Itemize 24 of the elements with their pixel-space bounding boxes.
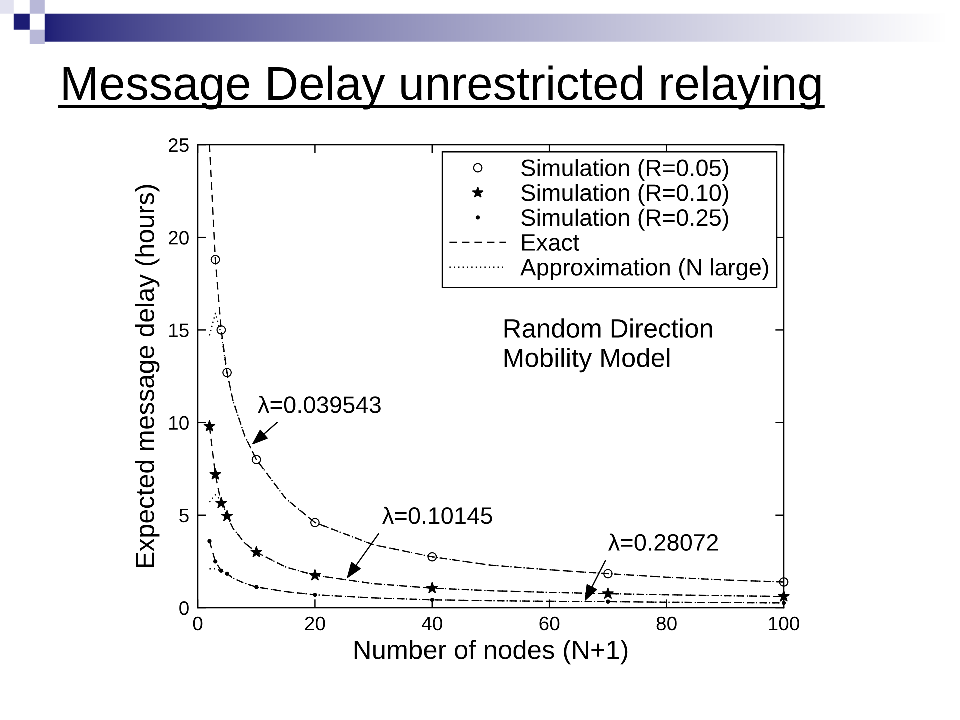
legend-label: Exact [522,234,580,252]
y-tick-label: 0 [180,601,189,616]
y-tick-label: 15 [170,324,189,338]
y-tick-label: 5 [180,509,189,523]
annotation: λ=0.039543 [258,396,381,414]
legend-label: Simulation (R=0.05) [522,159,728,182]
legend-label: Approximation (N large) [520,258,768,281]
x-tick-label: 40 [422,616,442,631]
annotation: Random Direction Mobility Model [504,318,712,373]
y-tick-label: 20 [169,231,189,245]
x-tick-label: 60 [540,616,560,631]
y-axis-title: Expected message delay (hours) [135,185,160,568]
legend-label: Simulation (R=0.25) [522,208,728,231]
x-tick-label: 100 [769,616,800,631]
x-tick-label: 20 [305,616,326,631]
annotation: λ=0.10145 [382,506,492,524]
annotation: λ=0.28072 [608,534,718,552]
y-tick-label: 25 [169,138,189,152]
x-tick-label: 0 [193,616,203,631]
chart-title: Message Delay unrestricted relaying [64,66,821,110]
y-tick-label: 10 [170,416,189,430]
x-axis-title: Number of nodes (N+1) [354,640,628,665]
legend-label: Simulation (R=0.10) [522,184,728,206]
x-tick-label: 80 [656,616,677,631]
